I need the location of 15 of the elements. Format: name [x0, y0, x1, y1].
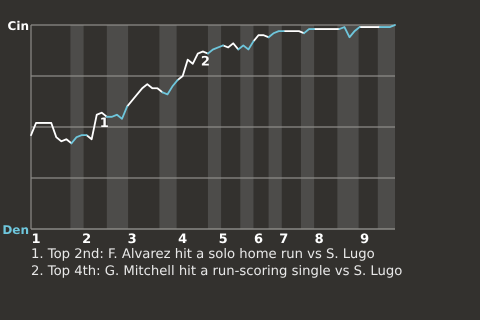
x-tick-label: 3	[128, 232, 137, 247]
x-tick-label: 4	[178, 232, 188, 247]
x-tick-label: 1	[32, 232, 41, 247]
x-tick-label: 5	[218, 232, 228, 247]
x-tick-label: 6	[254, 232, 264, 247]
x-tick-label: 8	[314, 232, 324, 247]
x-tick-label: 7	[279, 232, 288, 247]
x-tick-label: 2	[82, 232, 92, 247]
text: 2. Top 4th: G. Mitchell hit a run-scoring single vs S. Lugo	[31, 264, 402, 279]
text: 1. Top 2nd: F. Alvarez hit a solo home run vs S. Lugo	[31, 247, 375, 262]
annotation: 2	[200, 54, 210, 70]
text: Cin	[8, 19, 29, 33]
text: Den	[2, 223, 29, 237]
annotation: 1	[100, 116, 109, 131]
x-tick-label: 9	[360, 232, 370, 247]
